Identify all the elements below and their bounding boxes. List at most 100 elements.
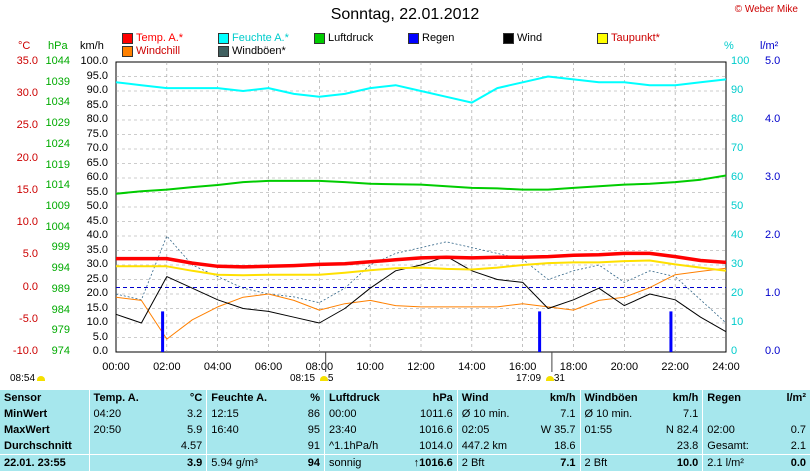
pressure-tick-label: 1009	[45, 200, 70, 212]
legend-rain: Regen	[408, 32, 454, 44]
cell-rain-value	[772, 406, 810, 422]
sunrise-extra: 5	[327, 373, 334, 384]
legend-pressure: Luftdruck	[314, 32, 373, 44]
pressure-tick-label: 979	[51, 324, 70, 337]
humidity-tick-label: 70	[731, 142, 744, 154]
current-rain-value: 0.0	[771, 454, 810, 471]
series-line-windchill	[115, 267, 727, 340]
cell-rain-time: Gesamt:	[702, 438, 772, 455]
humidity-tick-label: 10	[731, 316, 744, 328]
humidity-tick-label: 0	[731, 345, 738, 357]
header-pressure-unit: hPa	[432, 392, 453, 404]
time-tick-label: 20:00	[610, 361, 639, 373]
cell-gust-time: 01:55	[579, 422, 649, 438]
humidity-tick-label: 30	[731, 258, 744, 270]
time-tick-label: 14:00	[458, 361, 486, 373]
cell-hum-time	[206, 438, 286, 455]
current-press-time: sonnig	[323, 454, 404, 471]
temp-tick-label: -5.0	[19, 312, 38, 325]
cell-temp-value: 5.9	[186, 424, 203, 436]
legend-dewpoint-label: Taupunkt*	[611, 32, 660, 44]
header-pressure: Luftdruck	[323, 390, 404, 406]
rain-axis-unit: l/m²	[760, 40, 779, 52]
time-tick-label: 08:00	[305, 361, 334, 373]
current-gust-time: 2 Bft	[579, 454, 649, 471]
legend-humidity-swatch	[218, 32, 229, 44]
temp-tick-label: 10.0	[16, 216, 38, 229]
cell-temp-time	[88, 438, 158, 455]
wind-tick-label: 15.0	[86, 301, 108, 314]
wind-tick-label: 40.0	[86, 229, 108, 241]
legend-pressure-swatch	[314, 32, 325, 44]
pressure-tick-label: 984	[51, 303, 70, 316]
sunrise-icon	[319, 375, 328, 381]
rain-tick-label: 1.0	[765, 287, 781, 299]
cell-press-value: 1011.6	[419, 408, 453, 420]
current-wind-value: 7.1	[526, 454, 581, 471]
cell-hum-value: 91	[307, 440, 320, 452]
header-rain-unit: l/m²	[786, 392, 806, 404]
header-gust: Windböen	[579, 390, 649, 406]
time-tick-label: 00:00	[102, 361, 130, 373]
table-row: MaxWert 20:50 5.9 16:40 95 23:40 1016.6 …	[0, 422, 810, 438]
cell-gust-time: Ø 10 min.	[579, 406, 649, 422]
cell-temp-value: 4.57	[180, 440, 203, 452]
row-label: MinWert	[4, 408, 48, 420]
legend-windchill-label: Windchill	[136, 45, 181, 57]
temp-tick-label: 5.0	[22, 248, 38, 261]
rain-bar	[161, 311, 165, 352]
wind-tick-label: 25.0	[86, 272, 108, 285]
wind-tick-label: 75.0	[86, 127, 108, 140]
legend-gust-swatch	[218, 45, 229, 57]
rain-bar	[669, 311, 673, 352]
temp-axis-unit: °C	[18, 40, 31, 52]
table-row: Durchschnitt 4.57 91 ^1.1hPa/h 1014.0 44…	[0, 438, 810, 455]
header-humidity-unit: %	[310, 392, 320, 404]
sunset-marker: 17:09 31	[516, 373, 565, 384]
legend-windchill-swatch	[122, 45, 133, 57]
time-tick-label: 12:00	[407, 361, 435, 373]
humidity-tick-label: 20	[731, 287, 744, 299]
cell-wind-value: 7.1	[560, 408, 576, 420]
table-row: MinWert 04:20 3.2 12:15 86 00:00 1011.6 …	[0, 406, 810, 422]
humidity-tick-label: 100	[731, 55, 750, 67]
rain-tick-label: 0.0	[765, 345, 781, 357]
humidity-tick-label: 80	[731, 113, 744, 125]
current-hum-time: 5.94 g/m³	[206, 454, 286, 471]
current-temp-value: 3.9	[157, 454, 207, 471]
wind-tick-label: 5.0	[92, 330, 108, 343]
wind-tick-label: 60.0	[86, 171, 108, 183]
cell-hum-value: 95	[307, 424, 320, 436]
time-tick-label: 06:00	[254, 361, 283, 373]
humidity-tick-label: 40	[731, 229, 744, 241]
cell-rain-value: 0.7	[790, 424, 806, 436]
cell-rain-time: 02:00	[702, 422, 772, 438]
cell-hum-time: 16:40	[206, 422, 286, 438]
cell-wind-value: 18.6	[554, 440, 576, 452]
legend-temp-label: Temp. A.*	[136, 32, 184, 44]
time-tick-label: 22:00	[661, 361, 689, 373]
wind-tick-label: 65.0	[86, 156, 108, 169]
temp-tick-label: 35.0	[16, 55, 38, 67]
sunrise-label: 08:15	[290, 373, 316, 384]
table-header-row: Sensor Temp. A. °C Feuchte A. % Luftdruc…	[0, 390, 810, 406]
left-time-label: 08:54	[10, 373, 36, 384]
wind-tick-label: 20.0	[86, 287, 108, 299]
page-title: Sonntag, 22.01.2012	[330, 6, 480, 23]
sunset-icon	[545, 375, 554, 381]
header-temp-unit: °C	[189, 392, 203, 404]
row-label: MaxWert	[4, 424, 50, 436]
wind-tick-label: 30.0	[86, 258, 108, 270]
pressure-tick-label: 999	[51, 241, 70, 254]
time-tick-label: 04:00	[203, 361, 232, 373]
wind-tick-label: 45.0	[86, 214, 108, 227]
copyright-label: © Weber Mike	[734, 4, 798, 15]
pressure-tick-label: 1029	[45, 117, 70, 130]
cell-gust-value: N 82.4	[665, 424, 699, 436]
current-gust-value: 10.0	[648, 454, 703, 471]
pressure-tick-label: 1024	[45, 137, 70, 150]
temp-tick-label: 15.0	[16, 183, 38, 196]
time-tick-label: 10:00	[356, 361, 384, 373]
wind-tick-label: 95.0	[86, 69, 108, 82]
cell-hum-time: 12:15	[206, 406, 286, 422]
